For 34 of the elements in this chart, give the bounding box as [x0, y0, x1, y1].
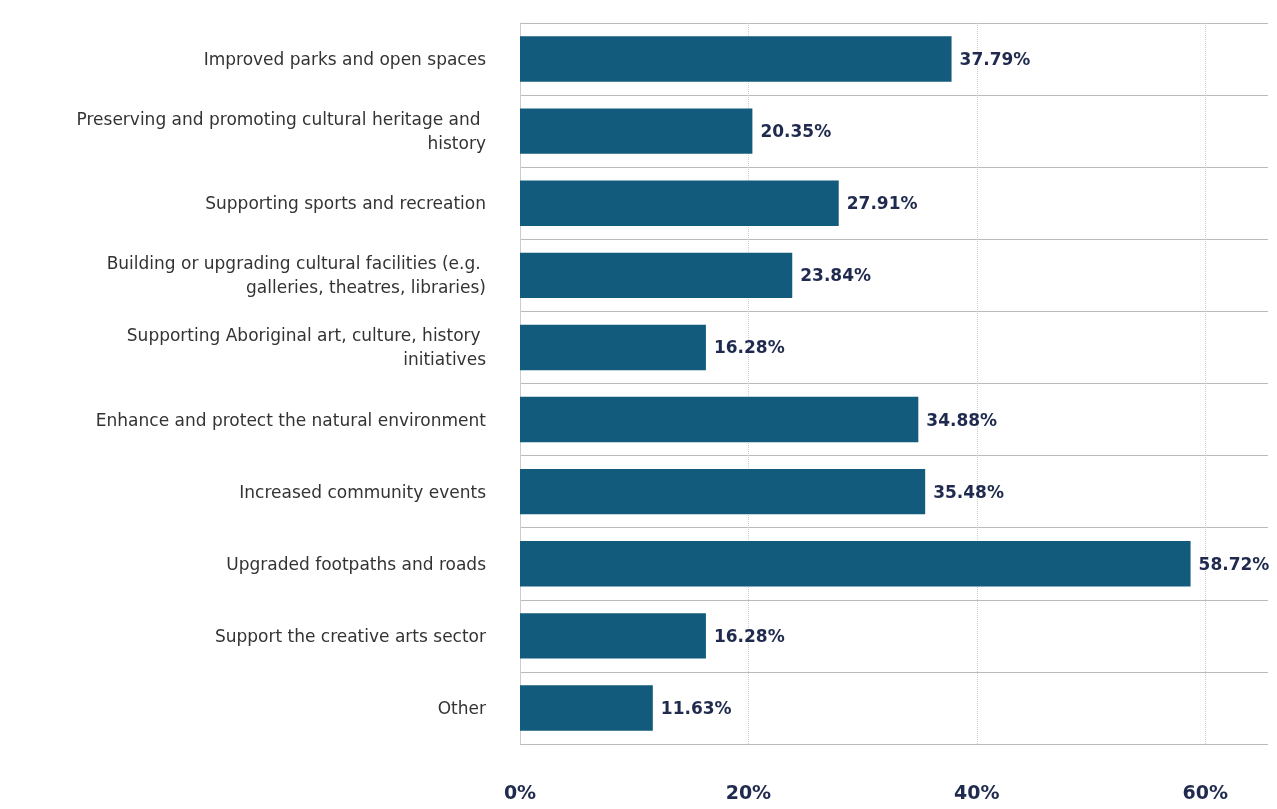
y-tick-label: Upgraded footpaths and roads — [226, 553, 487, 574]
bar — [520, 468, 926, 515]
x-tick-label: 20% — [725, 780, 772, 803]
x-tick-label: 60% — [1182, 780, 1228, 803]
data-label: 11.63% — [660, 697, 732, 718]
y-tick-label: Supporting sports and recreation — [205, 193, 486, 214]
y-tick-label: Increased community events — [239, 481, 487, 502]
data-label: 34.88% — [926, 409, 998, 430]
y-tick-label: Other — [437, 697, 486, 718]
y-tick-label: Enhance and protect the natural environment — [95, 409, 487, 430]
bar — [520, 685, 653, 731]
data-label: 23.84% — [800, 265, 872, 286]
bar — [520, 36, 952, 82]
data-label: 16.28% — [713, 625, 785, 646]
bar — [520, 252, 793, 299]
x-tick-label: 40% — [954, 780, 1000, 803]
y-tick-label: Supporting Aboriginal art, culture, history initiatives — [126, 325, 487, 370]
y-tick-label: Preserving and promoting cultural heritage and history — [76, 109, 486, 154]
data-label: 27.91% — [846, 193, 918, 214]
y-tick-label: Building or upgrading cultural facilities (e.g. galleries, theatres, libraries) — [106, 253, 486, 298]
data-label: 58.72% — [1198, 553, 1270, 574]
data-label: 35.48% — [933, 481, 1004, 502]
bar — [520, 108, 753, 154]
bar — [520, 396, 919, 443]
bar — [520, 613, 706, 659]
data-label: 37.79% — [959, 49, 1031, 70]
y-tick-label: Improved parks and open spaces — [203, 49, 487, 70]
bar — [520, 180, 839, 226]
y-tick-label: Support the creative arts sector — [214, 625, 486, 646]
x-tick-label: 0% — [503, 780, 537, 803]
bar — [520, 324, 706, 371]
data-label: 20.35% — [760, 121, 832, 142]
bar — [520, 541, 1191, 587]
data-label: 16.28% — [713, 337, 785, 358]
